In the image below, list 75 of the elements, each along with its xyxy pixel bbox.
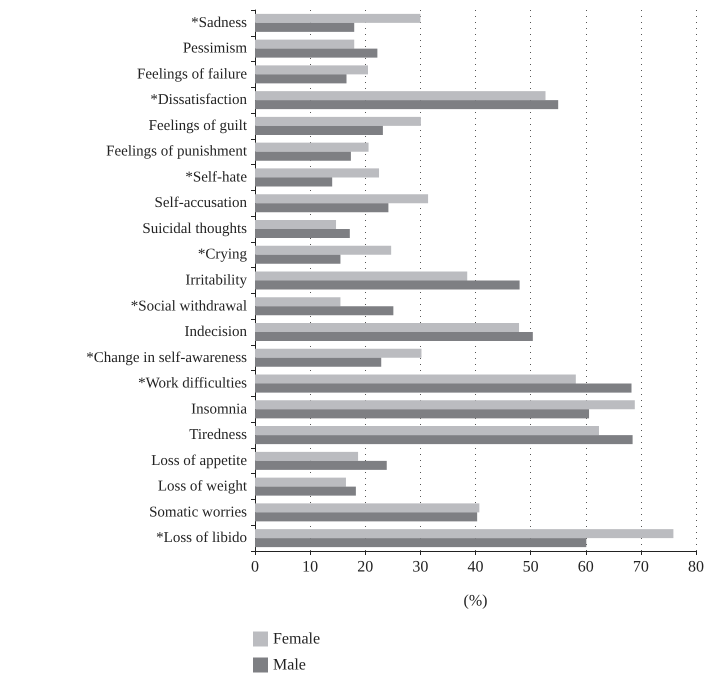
y-tick-label: *Self-hate	[185, 169, 248, 186]
bar	[255, 91, 546, 100]
bar	[255, 246, 392, 255]
bar	[255, 280, 520, 290]
bar	[255, 538, 586, 548]
x-tick-label: 0	[251, 558, 259, 576]
x-tick-label: 30	[412, 558, 428, 576]
bar	[255, 74, 347, 84]
y-tick-label: Feelings of guilt	[148, 118, 248, 134]
bar	[255, 142, 369, 152]
x-tick-label: 70	[632, 558, 649, 576]
bar	[255, 384, 632, 393]
x-axis-title: (%)	[464, 592, 488, 610]
bar	[255, 529, 674, 538]
x-tick-label: 40	[468, 558, 484, 576]
y-tick-label: *Loss of libido	[156, 530, 247, 546]
legend-label: Male	[273, 656, 306, 674]
x-tick-label: 80	[688, 558, 704, 576]
y-tick-label: *Work difficulties	[138, 376, 248, 392]
bar	[255, 177, 332, 186]
bar	[255, 409, 590, 418]
x-tick-label: 60	[578, 558, 594, 576]
bar	[255, 503, 480, 512]
bar	[255, 168, 380, 178]
bar	[255, 452, 358, 461]
bar	[255, 478, 346, 487]
y-tick-label: *Crying	[198, 246, 248, 263]
bar	[255, 194, 428, 204]
bar	[255, 220, 336, 229]
y-tick-label: Pessimism	[182, 40, 248, 57]
bar	[255, 126, 383, 135]
bar	[255, 306, 394, 316]
bar	[255, 358, 382, 367]
y-tick-label: Irritability	[185, 272, 248, 288]
bar	[255, 323, 520, 332]
bar	[255, 14, 420, 23]
y-tick-label: *Change in self-awareness	[86, 350, 248, 366]
bar	[255, 116, 421, 126]
y-tick-label: Insomnia	[191, 401, 248, 418]
y-tick-label: Loss of weight	[158, 478, 248, 495]
bar	[255, 228, 350, 238]
bar	[255, 435, 633, 444]
bar	[255, 374, 576, 384]
bar	[255, 65, 368, 74]
y-tick-label: *Dissatisfaction	[150, 92, 248, 108]
y-tick-label: Suicidal thoughts	[142, 220, 248, 237]
bar	[255, 400, 635, 410]
x-tick-label: 20	[357, 558, 374, 576]
y-tick-label: Tiredness	[189, 427, 248, 444]
bar	[255, 40, 354, 49]
y-tick-label: *Social withdrawal	[130, 298, 247, 314]
bar	[255, 426, 599, 436]
y-tick-label: *Sadness	[191, 14, 248, 31]
x-tick-label: 50	[522, 558, 539, 576]
y-tick-label: Indecision	[184, 324, 248, 340]
bar	[255, 254, 340, 264]
bar	[255, 348, 422, 358]
bar	[255, 203, 388, 212]
bar	[255, 332, 533, 342]
bar	[255, 22, 354, 32]
bar	[255, 271, 468, 280]
bar	[255, 100, 558, 110]
y-tick-label: Self-accusation	[154, 195, 248, 212]
y-tick-label: Somatic worries	[149, 504, 248, 520]
bar	[255, 48, 378, 58]
bar	[255, 460, 387, 470]
legend-label: Female	[273, 630, 320, 648]
bar	[255, 297, 340, 306]
bar	[255, 512, 478, 522]
bar	[255, 152, 351, 161]
bar	[255, 486, 356, 496]
y-tick-label: Feelings of punishment	[106, 144, 248, 160]
y-tick-label: Feelings of failure	[137, 66, 248, 82]
y-tick-label: Loss of appetite	[151, 452, 248, 469]
x-tick-label: 10	[302, 558, 318, 576]
